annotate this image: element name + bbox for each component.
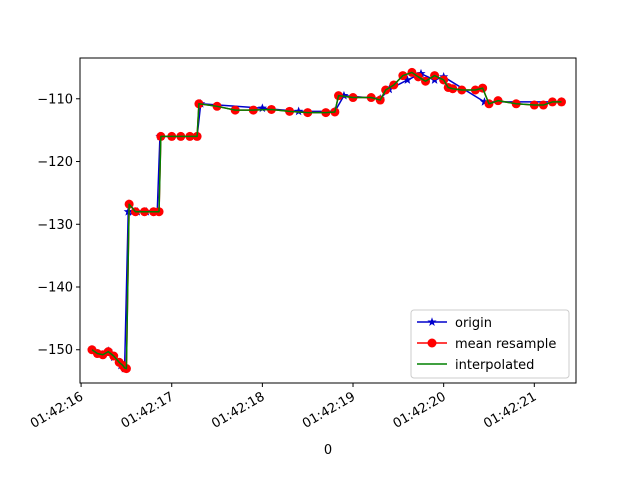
legend-label-mean-resample: mean resample bbox=[455, 337, 556, 352]
y-tick-label-0: −150 bbox=[37, 343, 73, 358]
series-layer bbox=[87, 67, 567, 374]
data-point-origin-14 bbox=[257, 103, 267, 113]
y-tick-label-4: −110 bbox=[37, 92, 73, 107]
data-point-origin-15 bbox=[294, 106, 304, 116]
x-axis-label: 0 bbox=[324, 443, 332, 458]
plot-frame bbox=[79, 57, 577, 384]
data-point-origin-6 bbox=[123, 206, 133, 216]
y-tick-label-1: −140 bbox=[37, 281, 73, 296]
data-point-origin-21 bbox=[416, 68, 426, 78]
legend: origin mean resample interpolated bbox=[410, 309, 570, 379]
data-point-origin-20 bbox=[402, 75, 412, 84]
legend-entry-interpolated: interpolated bbox=[417, 358, 534, 373]
series-line-interpolated bbox=[91, 71, 562, 370]
legend-marker-origin bbox=[427, 317, 437, 326]
y-tick-label-3: −120 bbox=[37, 155, 73, 170]
legend-entry-origin: origin bbox=[417, 316, 492, 331]
legend-marker-mean-resample bbox=[427, 338, 437, 348]
y-axis: −150 −140 −130 −120 −110 bbox=[37, 92, 80, 358]
series-interpolated bbox=[91, 71, 562, 370]
legend-label-origin: origin bbox=[455, 316, 492, 331]
legend-box bbox=[410, 309, 570, 379]
data-point-origin-17 bbox=[339, 90, 349, 100]
legend-entry-mean-resample: mean resample bbox=[417, 337, 556, 352]
y-tick-label-2: −130 bbox=[37, 218, 73, 233]
data-point-origin-24 bbox=[479, 97, 490, 106]
legend-label-interpolated: interpolated bbox=[455, 358, 534, 373]
